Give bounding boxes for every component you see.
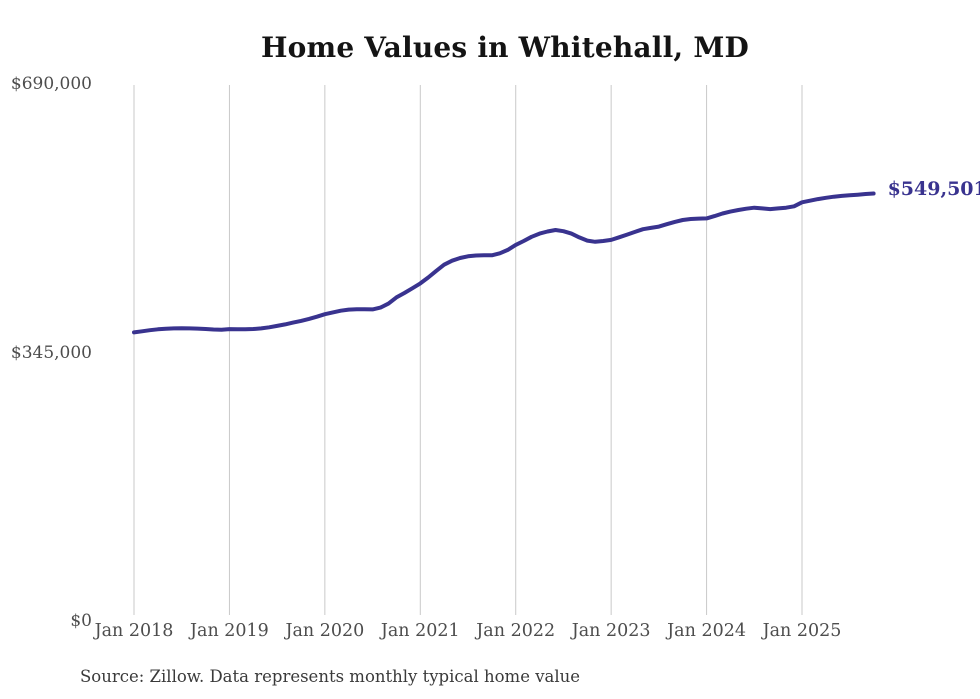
- x-tick-label: Jan 2024: [667, 621, 746, 641]
- source-note: Source: Zillow. Data represents monthly …: [80, 667, 581, 686]
- y-tick-label: $690,000: [10, 74, 92, 95]
- x-tick-label: Jan 2023: [571, 621, 651, 641]
- x-tick-label: Jan 2019: [190, 621, 269, 641]
- x-tick-label: Jan 2020: [285, 621, 365, 641]
- y-tick-label: $0: [70, 611, 92, 631]
- x-tick-label: Jan 2025: [762, 621, 842, 641]
- chart-title: Home Values in Whitehall, MD: [260, 31, 749, 64]
- x-tick-label: Jan 2021: [380, 621, 460, 641]
- latest-value-label: $549,501: [887, 177, 980, 200]
- home-value-line: [132, 191, 876, 335]
- y-tick-label: $345,000: [10, 342, 92, 363]
- x-tick-label: Jan 2022: [476, 621, 556, 641]
- x-tick-label: Jan 2018: [94, 621, 174, 641]
